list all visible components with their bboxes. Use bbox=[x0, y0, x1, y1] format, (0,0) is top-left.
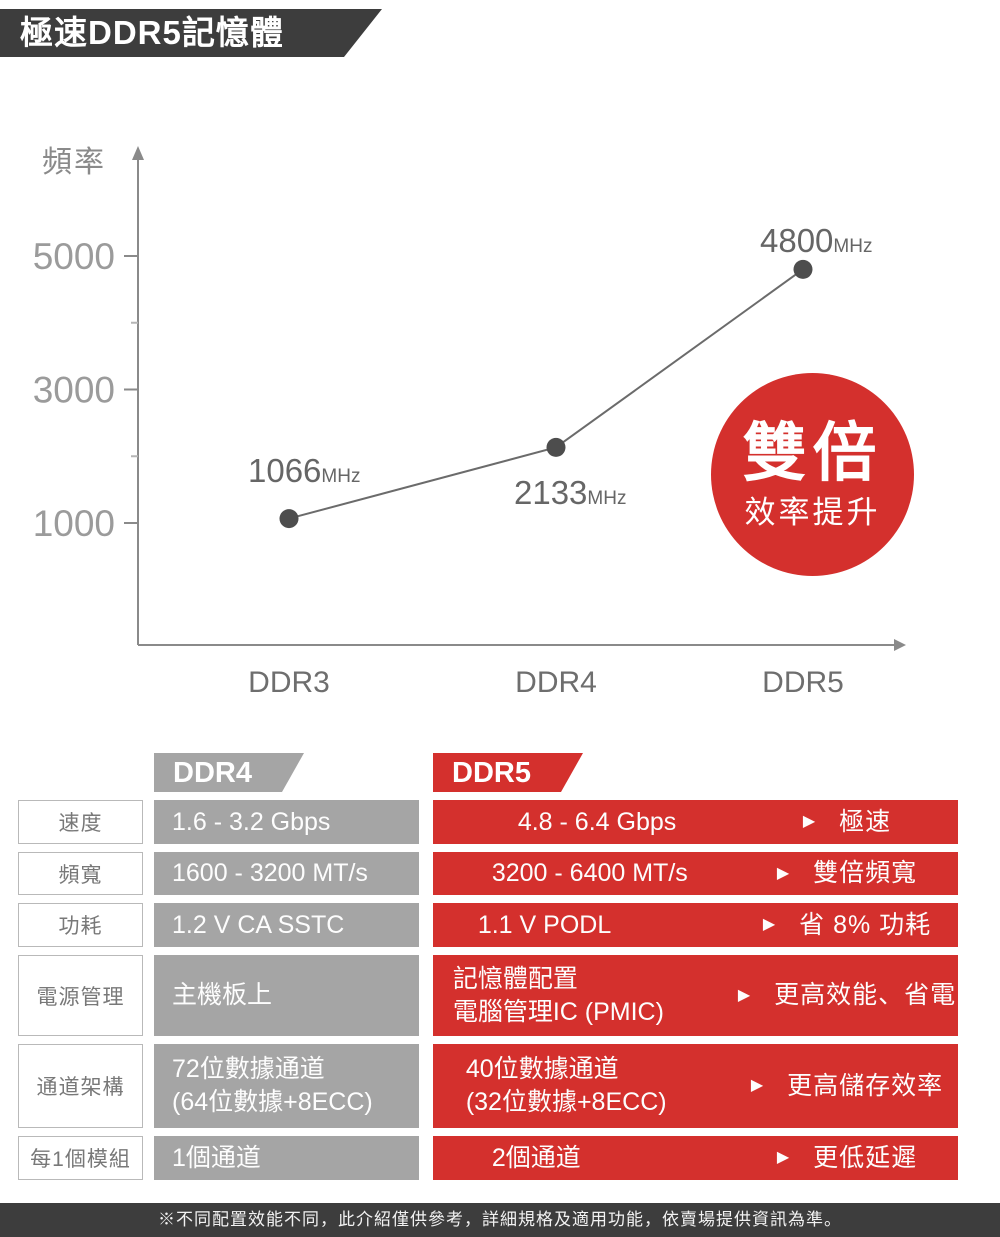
table-row: 電源管理 主機板上 記憶體配置 電腦管理IC (PMIC) ▶ 更高效能、省電 bbox=[18, 955, 1000, 1036]
ddr5-value-line: 40位數據通道 bbox=[465, 1055, 619, 1083]
row-label: 功耗 bbox=[18, 903, 143, 947]
table-rows: 速度 1.6 - 3.2 Gbps 4.8 - 6.4 Gbps ▶ 極速頻寬 1600 … bbox=[0, 800, 1000, 1188]
point-value-label: 2133MHz bbox=[514, 474, 626, 511]
y-tick-label: 5000 bbox=[33, 236, 115, 277]
ddr5-value-line: (32位數據+8ECC) bbox=[465, 1088, 667, 1116]
row-label: 速度 bbox=[18, 800, 143, 844]
point-value-label: 1066MHz bbox=[248, 452, 360, 489]
ddr4-value-line: 1.6 - 3.2 Gbps bbox=[172, 807, 331, 836]
badge-main-text: 雙倍 bbox=[742, 417, 883, 489]
benefit-label: 雙倍頻寬 bbox=[813, 859, 918, 887]
ddr5-value-cell: 40位數據通道 (32位數據+8ECC) ▶ 更高儲存效率 bbox=[433, 1044, 958, 1128]
y-axis-arrow bbox=[132, 146, 144, 160]
benefit-label: 省 8% 功耗 bbox=[799, 910, 932, 939]
ddr4-value-line: 1600 - 3200 MT/s bbox=[172, 859, 368, 887]
ddr5-value: 3200 - 6400 MT/s bbox=[492, 857, 777, 890]
ddr5-value: 記憶體配置電腦管理IC (PMIC) bbox=[453, 963, 738, 1029]
table-row: 功耗 1.2 V CA SSTC 1.1 V PODL ▶ 省 8% 功耗 bbox=[18, 903, 1000, 947]
table-row: 通道架構 72位數據通道 (64位數據+8ECC) 40位數據通道 (32位數據+8EC… bbox=[18, 1044, 1000, 1128]
ddr4-value-line: 72位數據通道 bbox=[172, 1055, 325, 1083]
ddr4-value-line: 1.2 V CA SSTC bbox=[172, 910, 345, 939]
benefit-label: 極速 bbox=[839, 807, 892, 836]
ddr5-value-cell: 1.1 V PODL ▶ 省 8% 功耗 bbox=[433, 903, 958, 947]
column-header-ddr4: DDR4 bbox=[154, 753, 304, 792]
ddr5-value: 2個通道 bbox=[492, 1142, 777, 1175]
ddr5-value-cell: 記憶體配置 電腦管理IC (PMIC) ▶ 更高效能、省電 bbox=[433, 955, 958, 1036]
row-label: 頻寬 bbox=[18, 852, 143, 895]
y-tick-label: 1000 bbox=[33, 503, 115, 544]
x-category-label: DDR4 bbox=[515, 666, 597, 699]
data-point-DDR5 bbox=[793, 259, 813, 279]
page-title-banner: 極速DDR5記憶體 bbox=[0, 9, 382, 57]
ddr5-value-line: 3200 - 6400 MT/s bbox=[491, 859, 688, 887]
ddr4-value-cell: 1.2 V CA SSTC bbox=[154, 903, 419, 947]
benefit-arrow-icon: ▶ bbox=[776, 1149, 790, 1167]
ddr5-value-line: 2個通道 bbox=[491, 1143, 581, 1172]
benefit-label: 更高儲存效率 bbox=[787, 1071, 944, 1100]
benefit-arrow-icon: ▶ bbox=[776, 864, 790, 882]
ddr5-value-line: 記憶體配置 bbox=[452, 964, 578, 993]
badge-sub-text: 效率提升 bbox=[744, 495, 881, 530]
ddr5-value-line: 4.8 - 6.4 Gbps bbox=[517, 807, 677, 836]
y-axis-title: 頻率 bbox=[42, 146, 106, 179]
frequency-line-chart: 頻率 5000 3000 1000 DDR3 DDR4 DDR5 1066MHz 2133MHz… bbox=[33, 146, 906, 699]
benefit-arrow-icon: ▶ bbox=[750, 1077, 764, 1095]
ddr4-value-cell: 1個通道 bbox=[154, 1136, 419, 1180]
ddr4-value-cell: 1600 - 3200 MT/s bbox=[154, 852, 419, 895]
ddr4-value-cell: 72位數據通道 (64位數據+8ECC) bbox=[154, 1044, 419, 1128]
ddr4-value-line: 主機板上 bbox=[172, 981, 273, 1009]
benefit-arrow-icon: ▶ bbox=[802, 813, 816, 831]
row-label: 電源管理 bbox=[18, 955, 143, 1036]
benefit-arrow-icon: ▶ bbox=[762, 916, 776, 934]
ddr4-value-line: (64位數據+8ECC) bbox=[172, 1088, 373, 1116]
ddr5-value-line: 1.1 V PODL bbox=[477, 910, 612, 939]
x-axis-arrow bbox=[894, 639, 906, 651]
data-point-DDR3 bbox=[279, 509, 299, 529]
column-header-ddr5: DDR5 bbox=[433, 753, 583, 792]
ddr4-value-cell: 主機板上 bbox=[154, 955, 419, 1036]
ddr5-value-cell: 3200 - 6400 MT/s ▶ 雙倍頻寬 bbox=[433, 852, 958, 895]
x-category-label: DDR3 bbox=[248, 666, 330, 699]
row-label: 通道架構 bbox=[18, 1044, 143, 1128]
x-category-label: DDR5 bbox=[762, 666, 844, 699]
y-tick-label: 3000 bbox=[33, 370, 115, 411]
table-row: 速度 1.6 - 3.2 Gbps 4.8 - 6.4 Gbps ▶ 極速 bbox=[18, 800, 1000, 844]
ddr5-value: 40位數據通道 (32位數據+8ECC) bbox=[466, 1053, 751, 1119]
ddr5-value: 4.8 - 6.4 Gbps bbox=[518, 806, 803, 839]
page-title: 極速DDR5記憶體 bbox=[20, 14, 284, 51]
table-row: 每1個模組 1個通道 2個通道 ▶ 更低延遲 bbox=[18, 1136, 1000, 1180]
benefit-arrow-icon: ▶ bbox=[737, 986, 751, 1004]
ddr5-value-cell: 4.8 - 6.4 Gbps ▶ 極速 bbox=[433, 800, 958, 844]
double-efficiency-badge: 雙倍 效率提升 bbox=[711, 373, 914, 576]
data-point-DDR4 bbox=[546, 437, 566, 457]
disclaimer-bar: ※不同配置效能不同，此介紹僅供參考，詳細規格及適用功能，依賣場提供資訊為準。 bbox=[0, 1203, 1000, 1237]
benefit-label: 更低延遲 bbox=[813, 1143, 918, 1172]
table-row: 頻寬 1600 - 3200 MT/s 3200 - 6400 MT/s ▶ 雙倍頻寬 bbox=[18, 852, 1000, 895]
point-value-label: 4800MHz bbox=[760, 222, 872, 259]
ddr5-value: 1.1 V PODL bbox=[478, 909, 763, 942]
ddr4-value-line: 1個通道 bbox=[172, 1143, 261, 1172]
ddr4-value-cell: 1.6 - 3.2 Gbps bbox=[154, 800, 419, 844]
benefit-label: 更高效能、省電 bbox=[774, 981, 957, 1009]
ddr5-value-line: 電腦管理IC (PMIC) bbox=[452, 997, 664, 1026]
ddr5-value-cell: 2個通道 ▶ 更低延遲 bbox=[433, 1136, 958, 1180]
disclaimer-text: ※不同配置效能不同，此介紹僅供參考，詳細規格及適用功能，依賣場提供資訊為準。 bbox=[158, 1210, 842, 1229]
row-label: 每1個模組 bbox=[18, 1136, 143, 1180]
